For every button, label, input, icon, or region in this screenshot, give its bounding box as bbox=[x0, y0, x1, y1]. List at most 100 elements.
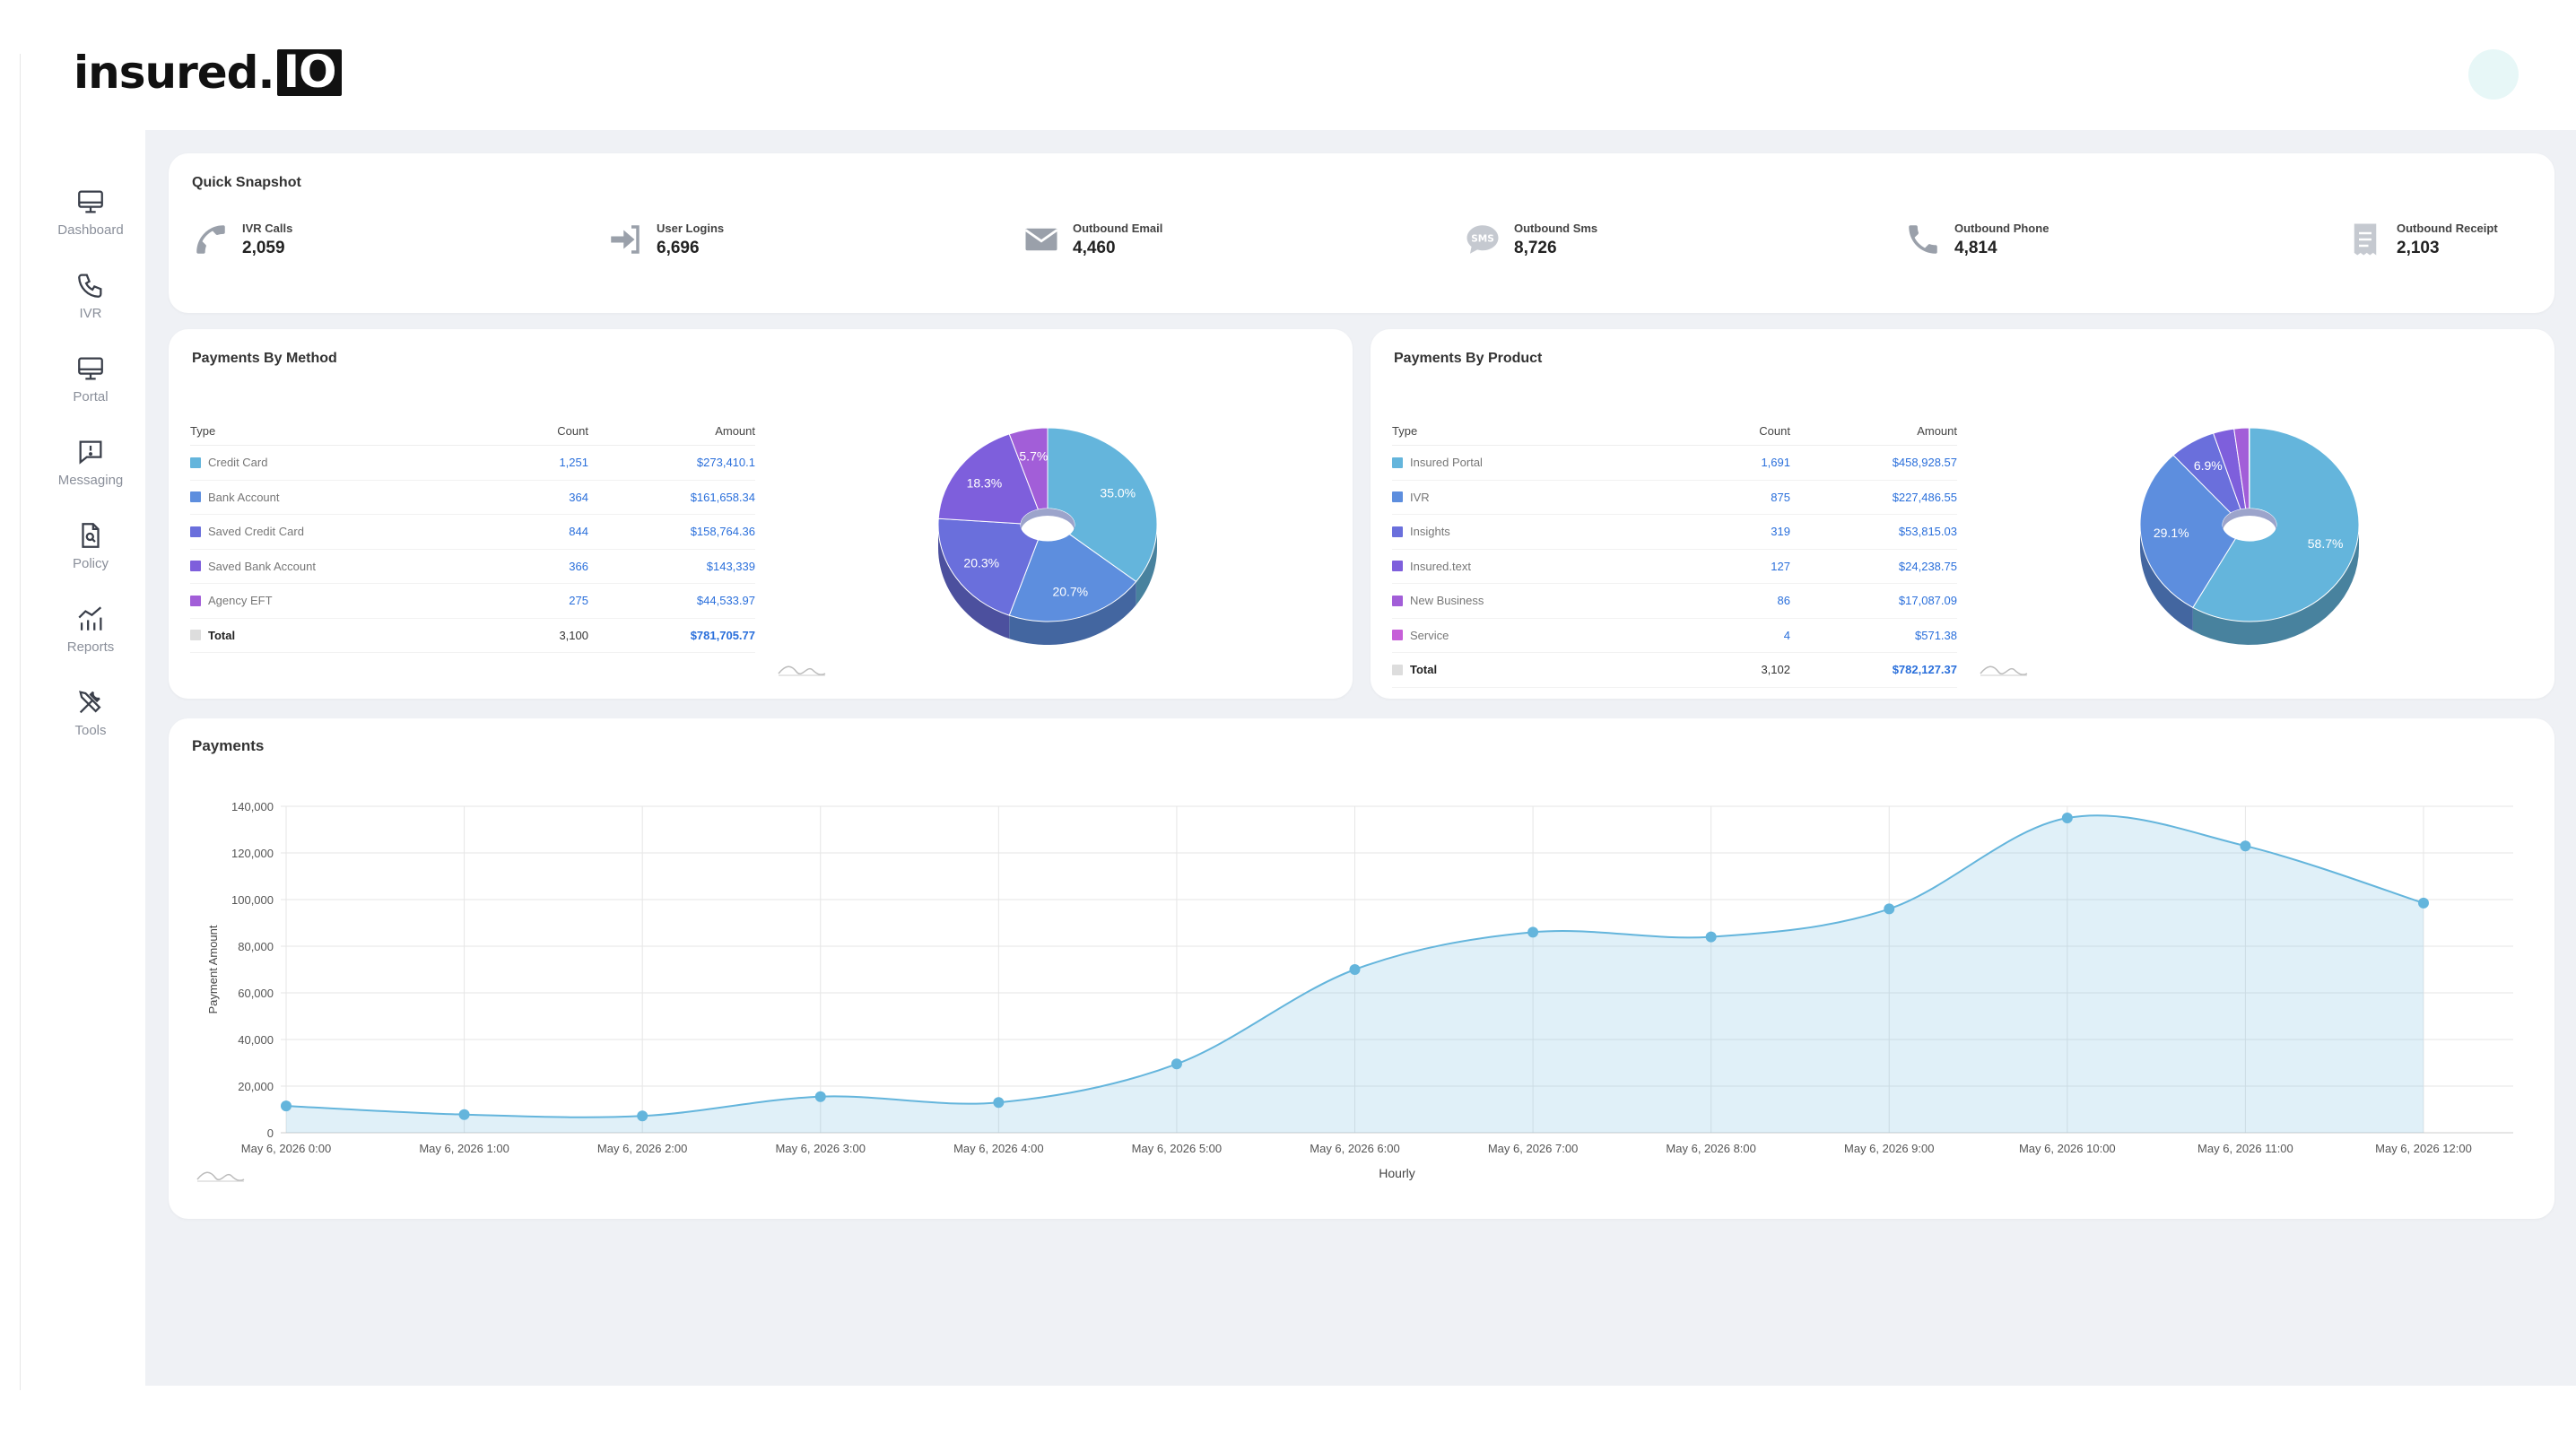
header-amount: Amount bbox=[715, 424, 755, 438]
phone-icon bbox=[1909, 225, 1937, 254]
cell-type: Total bbox=[190, 629, 508, 642]
login-icon bbox=[611, 225, 640, 254]
receipt-icon bbox=[2354, 223, 2377, 256]
cell-count[interactable]: 275 bbox=[569, 594, 588, 608]
cell-amount[interactable]: $161,658.34 bbox=[690, 490, 755, 504]
payments-by-method-table: Type Count Amount Credit Card 1,251 $273… bbox=[190, 417, 755, 653]
table-header-row: Type Count Amount bbox=[1392, 417, 1957, 446]
y-tick-label: 140,000 bbox=[231, 800, 274, 813]
stat-label: IVR Calls bbox=[242, 221, 293, 235]
cell-amount[interactable]: $143,339 bbox=[706, 559, 755, 573]
cell-amount[interactable]: $458,928.57 bbox=[1892, 456, 1957, 470]
pie-label-1: 20.7% bbox=[1052, 584, 1088, 598]
sidebar-item-ivr[interactable]: IVR bbox=[27, 254, 154, 337]
cell-type: Insured Portal bbox=[1392, 456, 1710, 469]
pie-side-1 bbox=[2140, 525, 2193, 631]
cell-type: IVR bbox=[1392, 491, 1710, 504]
cell-count[interactable]: 319 bbox=[1771, 525, 1790, 539]
data-point-11[interactable] bbox=[2240, 840, 2251, 852]
data-point-4[interactable] bbox=[993, 1097, 1005, 1109]
cell-amount[interactable]: $158,764.36 bbox=[690, 525, 755, 539]
pie-hole-wall bbox=[1021, 509, 1075, 532]
stat-value: 2,103 bbox=[2397, 238, 2440, 257]
sidebar-item-messaging[interactable]: Messaging bbox=[27, 421, 154, 504]
data-point-1[interactable] bbox=[458, 1109, 470, 1120]
cell-type: Bank Account bbox=[190, 491, 508, 504]
cell-count[interactable]: 844 bbox=[569, 525, 588, 539]
tools-icon bbox=[79, 691, 101, 714]
payments-line-chart: Payments 0 20,000 40,000 60,000 80,000 100,000… bbox=[192, 737, 2513, 1180]
stat-value: 6,696 bbox=[657, 238, 700, 257]
cell-amount[interactable]: $781,705.77 bbox=[690, 628, 755, 642]
cell-amount[interactable]: $44,533.97 bbox=[696, 594, 755, 608]
data-point-9[interactable] bbox=[1884, 903, 1895, 915]
table-row: Insured.text 127 $24,238.75 bbox=[1392, 550, 1957, 584]
cell-amount[interactable]: $53,815.03 bbox=[1898, 525, 1957, 539]
cell-amount[interactable]: $782,127.37 bbox=[1892, 663, 1957, 677]
data-point-7[interactable] bbox=[1527, 926, 1539, 938]
data-point-12[interactable] bbox=[2418, 897, 2429, 909]
cell-type: Agency EFT bbox=[190, 594, 508, 607]
stat-ivr-calls: IVR Calls 2,059 bbox=[192, 221, 292, 258]
table-row: Credit Card 1,251 $273,410.1 bbox=[190, 446, 755, 481]
sidebar-item-tools[interactable]: Tools bbox=[27, 671, 154, 754]
data-point-2[interactable] bbox=[637, 1110, 648, 1122]
table-total-row: Total 3,102 $782,127.37 bbox=[1392, 653, 1957, 688]
cell-count: 3,102 bbox=[1761, 663, 1790, 677]
stat-outbound-phone: Outbound Phone 4,814 bbox=[1904, 221, 2049, 258]
cell-amount[interactable]: $227,486.55 bbox=[1892, 490, 1957, 504]
data-point-8[interactable] bbox=[1705, 931, 1717, 943]
data-point-10[interactable] bbox=[2061, 813, 2073, 823]
header-count: Count bbox=[557, 424, 588, 438]
type-label: Credit Card bbox=[208, 456, 268, 470]
cell-count[interactable]: 1,251 bbox=[559, 456, 588, 470]
pie-slice-5[interactable] bbox=[2248, 427, 2250, 509]
sidebar-item-portal[interactable]: Portal bbox=[27, 337, 154, 421]
sidebar-item-reports[interactable]: Reports bbox=[27, 587, 154, 671]
cell-amount[interactable]: $273,410.1 bbox=[696, 456, 755, 470]
data-point-5[interactable] bbox=[1171, 1058, 1182, 1070]
sidebar-item-label: Messaging bbox=[57, 473, 124, 488]
data-point-0[interactable] bbox=[281, 1100, 292, 1112]
type-label: Insured Portal bbox=[1410, 456, 1483, 470]
cell-amount[interactable]: $24,238.75 bbox=[1898, 559, 1957, 573]
table-header-row: Type Count Amount bbox=[190, 417, 755, 446]
payments-card: Payments 0 20,000 40,000 60,000 80,000 100,000… bbox=[169, 718, 2554, 1219]
type-label: Bank Account bbox=[208, 490, 280, 504]
squiggle-icon[interactable] bbox=[1979, 661, 2029, 677]
squiggle-icon[interactable] bbox=[777, 661, 827, 677]
cell-count[interactable]: 364 bbox=[569, 490, 588, 504]
cell-count[interactable]: 366 bbox=[569, 559, 588, 573]
sidebar-item-dashboard[interactable]: Dashboard bbox=[27, 170, 154, 254]
phone-icon bbox=[78, 274, 102, 298]
legend-swatch bbox=[1392, 561, 1403, 572]
cell-count[interactable]: 86 bbox=[1777, 594, 1790, 608]
logo-text: insured. bbox=[74, 47, 274, 99]
stat-outbound-email: Outbound Email 4,460 bbox=[1023, 221, 1162, 258]
insured-io-logo[interactable]: insured. IO bbox=[74, 47, 342, 99]
x-tick-label: May 6, 2026 1:00 bbox=[419, 1142, 509, 1155]
cell-count[interactable]: 1,691 bbox=[1761, 456, 1790, 470]
cell-count[interactable]: 127 bbox=[1771, 559, 1790, 573]
sidebar-item-policy[interactable]: Policy bbox=[27, 504, 154, 587]
x-tick-label: May 6, 2026 10:00 bbox=[2019, 1142, 2116, 1155]
sidebar-nav: Dashboard IVR Portal Messaging Policy Re… bbox=[27, 170, 154, 754]
user-avatar[interactable] bbox=[2468, 49, 2519, 100]
cell-amount[interactable]: $17,087.09 bbox=[1898, 594, 1957, 608]
pie-label-2: 20.3% bbox=[963, 555, 999, 570]
data-point-3[interactable] bbox=[814, 1091, 826, 1102]
cell-amount[interactable]: $571.38 bbox=[1915, 628, 1957, 642]
cell-type: New Business bbox=[1392, 594, 1710, 607]
sms-icon: SMS bbox=[1466, 225, 1499, 254]
table-total-row: Total 3,100 $781,705.77 bbox=[190, 619, 755, 653]
squiggle-icon[interactable] bbox=[196, 1167, 246, 1183]
cell-count[interactable]: 4 bbox=[1783, 628, 1790, 642]
type-label: Agency EFT bbox=[208, 594, 273, 608]
cell-count[interactable]: 875 bbox=[1771, 490, 1790, 504]
payments-by-product-pie-chart: 58.7% 29.1% 6.9% bbox=[2139, 427, 2360, 645]
stat-label: Outbound Phone bbox=[1954, 221, 2049, 235]
header-amount: Amount bbox=[1917, 424, 1957, 438]
data-point-6[interactable] bbox=[1349, 964, 1361, 975]
pie-slice-3[interactable] bbox=[937, 433, 1040, 525]
top-header: insured. IO bbox=[0, 0, 2576, 130]
